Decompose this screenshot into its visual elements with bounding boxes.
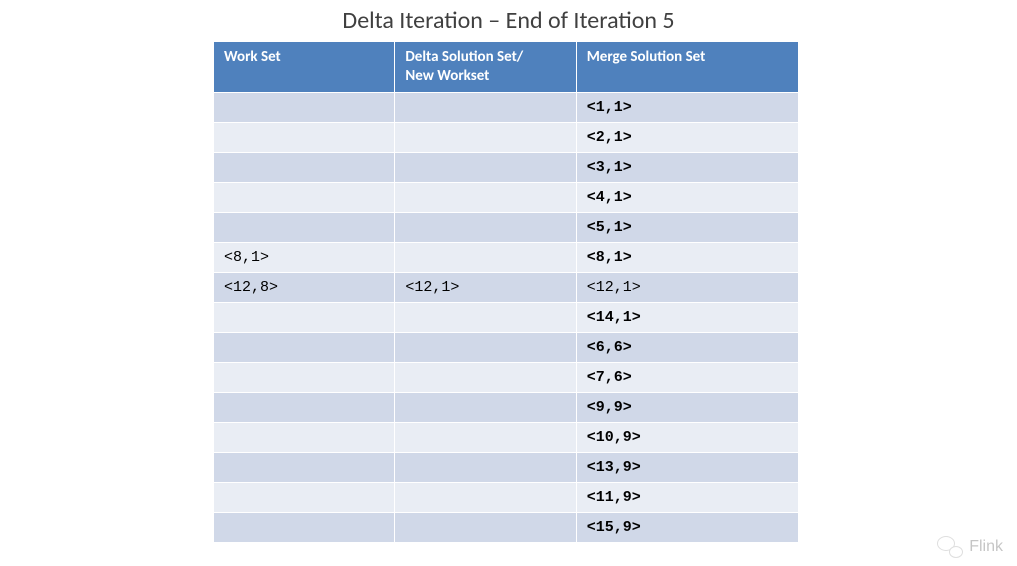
table-cell — [395, 122, 576, 152]
table-cell — [214, 152, 395, 182]
table-row: <1,1> — [214, 92, 799, 122]
table-cell — [214, 302, 395, 332]
table-cell — [395, 212, 576, 242]
table-row: <15,9> — [214, 512, 799, 542]
table-cell — [214, 212, 395, 242]
page-title: Delta Iteration – End of Iteration 5 — [0, 0, 1017, 41]
table-cell: <11,9> — [576, 482, 798, 512]
table-cell — [214, 362, 395, 392]
table-cell: <2,1> — [576, 122, 798, 152]
table-cell: <15,9> — [576, 512, 798, 542]
table-cell: <8,1> — [576, 242, 798, 272]
table-row: <14,1> — [214, 302, 799, 332]
table-row: <9,9> — [214, 392, 799, 422]
table-cell — [395, 512, 576, 542]
table-row: <13,9> — [214, 452, 799, 482]
table-cell — [214, 452, 395, 482]
table-cell — [395, 482, 576, 512]
table-cell — [395, 92, 576, 122]
table-cell: <1,1> — [576, 92, 798, 122]
table-row: <12,8><12,1><12,1> — [214, 272, 799, 302]
wechat-icon — [937, 536, 963, 558]
table-cell — [214, 482, 395, 512]
table-cell: <8,1> — [214, 242, 395, 272]
table-cell: <4,1> — [576, 182, 798, 212]
table-cell — [395, 242, 576, 272]
table-cell — [214, 182, 395, 212]
table-cell — [395, 332, 576, 362]
iteration-table-container: Work Set Delta Solution Set/New Workset … — [213, 41, 799, 543]
table-cell: <5,1> — [576, 212, 798, 242]
table-cell: <7,6> — [576, 362, 798, 392]
table-row: <10,9> — [214, 422, 799, 452]
table-cell: <9,9> — [576, 392, 798, 422]
table-cell: <14,1> — [576, 302, 798, 332]
table-cell — [214, 422, 395, 452]
watermark-label: Flink — [969, 538, 1003, 556]
table-cell — [214, 122, 395, 152]
header-row: Work Set Delta Solution Set/New Workset … — [214, 42, 799, 93]
table-cell: <12,8> — [214, 272, 395, 302]
table-row: <7,6> — [214, 362, 799, 392]
watermark: Flink — [937, 536, 1003, 558]
table-cell: <12,1> — [576, 272, 798, 302]
col-header-merge: Merge Solution Set — [576, 42, 798, 93]
table-cell: <12,1> — [395, 272, 576, 302]
table-row: <8,1> <8,1> — [214, 242, 799, 272]
table-cell — [214, 512, 395, 542]
table-cell — [395, 182, 576, 212]
table-row: <6,6> — [214, 332, 799, 362]
table-cell — [395, 422, 576, 452]
table-row: <11,9> — [214, 482, 799, 512]
table-row: <4,1> — [214, 182, 799, 212]
table-cell — [395, 302, 576, 332]
table-cell — [395, 152, 576, 182]
table-cell — [395, 452, 576, 482]
table-row: <5,1> — [214, 212, 799, 242]
table-cell: <6,6> — [576, 332, 798, 362]
table-body: <1,1><2,1><3,1><4,1><5,1><8,1><8,1><12,8… — [214, 92, 799, 542]
col-header-workset: Work Set — [214, 42, 395, 93]
table-cell: <13,9> — [576, 452, 798, 482]
table-cell: <3,1> — [576, 152, 798, 182]
table-row: <2,1> — [214, 122, 799, 152]
table-cell — [395, 392, 576, 422]
table-cell — [214, 392, 395, 422]
iteration-table: Work Set Delta Solution Set/New Workset … — [213, 41, 799, 543]
col-header-delta: Delta Solution Set/New Workset — [395, 42, 576, 93]
table-cell: <10,9> — [576, 422, 798, 452]
table-row: <3,1> — [214, 152, 799, 182]
table-cell — [395, 362, 576, 392]
table-cell — [214, 92, 395, 122]
table-cell — [214, 332, 395, 362]
